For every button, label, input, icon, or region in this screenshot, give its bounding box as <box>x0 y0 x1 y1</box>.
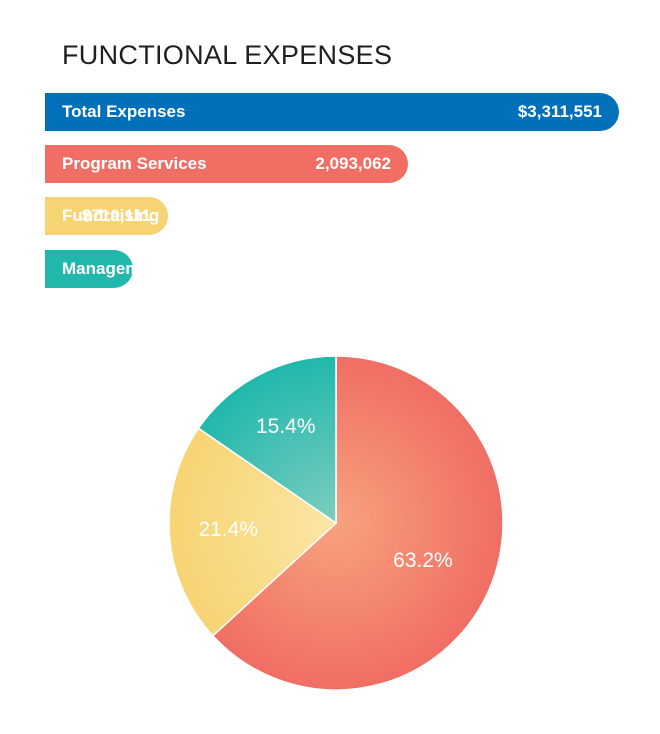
bar-value-program-services: 2,093,062 <box>315 154 391 173</box>
bar-label-management-general: Management & General <box>62 259 251 278</box>
pie-slice-management-general <box>197 355 337 525</box>
bar-value-total-expenses: $3,311,551 <box>517 102 602 121</box>
bar-program-services: Program Services 2,093,062 <box>45 145 408 183</box>
bar-total-expenses: Total Expenses $3,311,551 <box>45 93 619 131</box>
pie-label-program-services: 63.2% <box>393 549 453 572</box>
pie-label-fundraising: 21.4% <box>198 518 258 541</box>
bar-value-fundraising: $710,111 <box>81 206 151 225</box>
pie-label-management-general: 15.4% <box>256 415 316 438</box>
bar-label-row-management-general: Management & General $508,378 <box>62 259 327 279</box>
bar-label-program-services: Program Services <box>62 154 207 173</box>
bar-label-fundraising: Fundraising <box>62 206 160 225</box>
bar-value-management-general: $508,378 <box>255 259 327 278</box>
bar-fundraising: Fundraising $710,111 <box>45 197 168 235</box>
bar-label-total-expenses: Total Expenses <box>62 102 186 121</box>
pie-slice-fundraising <box>168 427 338 637</box>
bar-management-general: Management & General $508,378 <box>45 250 327 288</box>
chart-title: FUNCTIONAL EXPENSES <box>62 40 393 70</box>
pie-slice-program-services <box>211 355 504 691</box>
